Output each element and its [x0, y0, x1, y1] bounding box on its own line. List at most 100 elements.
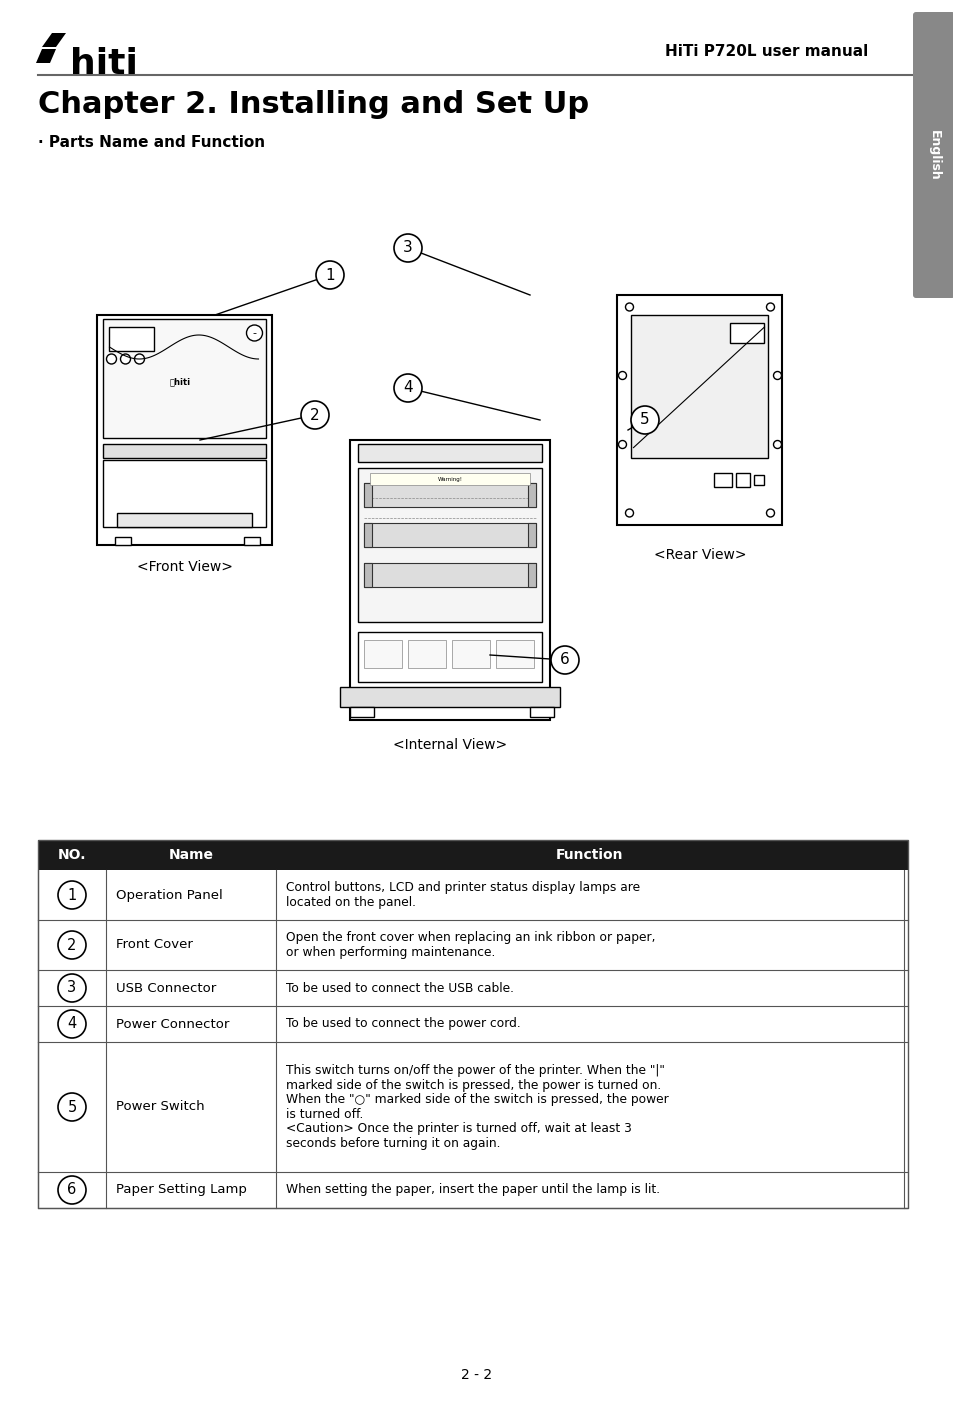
Circle shape	[246, 325, 262, 342]
Circle shape	[58, 1175, 86, 1204]
Text: hiti: hiti	[70, 46, 138, 82]
Bar	[408, 640, 446, 668]
Bar	[244, 537, 260, 546]
Bar	[364, 523, 372, 547]
Circle shape	[765, 509, 774, 517]
Bar	[530, 707, 554, 717]
Circle shape	[58, 1092, 86, 1121]
Text: 6: 6	[559, 652, 569, 668]
Bar	[730, 323, 763, 343]
Bar	[38, 1007, 907, 1042]
Bar	[38, 870, 907, 920]
Bar	[103, 460, 266, 527]
Bar	[38, 1042, 907, 1173]
Text: 4: 4	[68, 1017, 76, 1032]
Bar	[452, 640, 490, 668]
Circle shape	[551, 645, 578, 673]
Circle shape	[630, 406, 659, 434]
Bar	[496, 640, 534, 668]
Text: 1: 1	[68, 887, 76, 903]
Circle shape	[773, 371, 781, 380]
Text: or when performing maintenance.: or when performing maintenance.	[286, 946, 495, 959]
Text: Name: Name	[169, 848, 213, 862]
Text: <Rear View>: <Rear View>	[653, 548, 745, 562]
Text: 3: 3	[403, 240, 413, 256]
Text: 3: 3	[68, 980, 76, 995]
Bar	[364, 523, 536, 547]
Circle shape	[315, 262, 344, 290]
Circle shape	[58, 974, 86, 1002]
Bar	[350, 440, 550, 720]
Text: 2: 2	[68, 938, 76, 952]
Text: Power Switch: Power Switch	[116, 1101, 204, 1114]
Text: 5: 5	[639, 412, 649, 427]
Bar	[117, 513, 253, 527]
Text: English: English	[926, 129, 940, 180]
Text: NO.: NO.	[58, 848, 86, 862]
Bar	[339, 688, 559, 707]
Text: Front Cover: Front Cover	[116, 938, 193, 952]
Circle shape	[394, 374, 421, 402]
Bar	[38, 1173, 907, 1208]
Circle shape	[618, 371, 626, 380]
Bar	[527, 562, 536, 586]
Bar	[115, 537, 132, 546]
Circle shape	[58, 931, 86, 959]
Text: Power Connector: Power Connector	[116, 1018, 229, 1031]
Circle shape	[625, 509, 633, 517]
Text: Warning!: Warning!	[437, 477, 462, 481]
Bar	[617, 295, 781, 524]
Text: <Internal View>: <Internal View>	[393, 738, 507, 752]
Bar	[527, 484, 536, 508]
Circle shape	[58, 882, 86, 910]
Bar	[103, 443, 266, 457]
Text: When setting the paper, insert the paper until the lamp is lit.: When setting the paper, insert the paper…	[286, 1184, 659, 1197]
Text: To be used to connect the USB cable.: To be used to connect the USB cable.	[286, 981, 514, 994]
Text: 5: 5	[68, 1099, 76, 1115]
Text: Control buttons, LCD and printer status display lamps are: Control buttons, LCD and printer status …	[286, 882, 639, 894]
Bar	[350, 707, 374, 717]
Bar	[97, 315, 273, 546]
Circle shape	[618, 440, 626, 449]
Bar	[631, 315, 768, 457]
Text: <Front View>: <Front View>	[137, 560, 233, 574]
Polygon shape	[36, 49, 56, 63]
Circle shape	[625, 304, 633, 311]
Text: · Parts Name and Function: · Parts Name and Function	[38, 135, 265, 150]
Circle shape	[394, 233, 421, 262]
Circle shape	[765, 304, 774, 311]
Text: 6: 6	[68, 1182, 76, 1198]
Bar	[364, 484, 372, 508]
Text: HiTi P720L user manual: HiTi P720L user manual	[664, 45, 867, 59]
Text: 2: 2	[310, 408, 319, 422]
Text: USB Connector: USB Connector	[116, 981, 216, 994]
Circle shape	[120, 354, 131, 364]
Bar	[364, 562, 536, 586]
Text: seconds before turning it on again.: seconds before turning it on again.	[286, 1136, 500, 1150]
Text: Chapter 2. Installing and Set Up: Chapter 2. Installing and Set Up	[38, 90, 589, 120]
Bar	[736, 472, 750, 486]
Circle shape	[301, 401, 329, 429]
Bar	[370, 472, 530, 485]
Text: Open the front cover when replacing an ink ribbon or paper,: Open the front cover when replacing an i…	[286, 931, 655, 945]
Circle shape	[773, 440, 781, 449]
Text: 2 - 2: 2 - 2	[461, 1368, 492, 1382]
Text: marked side of the switch is pressed, the power is turned on.: marked side of the switch is pressed, th…	[286, 1078, 660, 1091]
Bar	[364, 640, 401, 668]
Text: 1: 1	[325, 267, 335, 283]
Text: Paper Setting Lamp: Paper Setting Lamp	[116, 1184, 247, 1197]
Bar	[110, 328, 154, 352]
Bar	[714, 472, 732, 486]
Bar	[38, 920, 907, 970]
Bar	[364, 484, 536, 508]
Bar	[38, 839, 907, 870]
Polygon shape	[42, 32, 66, 46]
Bar	[357, 468, 541, 621]
Bar	[364, 562, 372, 586]
Text: -: -	[253, 328, 256, 337]
Bar	[38, 970, 907, 1007]
Text: Function: Function	[556, 848, 623, 862]
Bar	[357, 444, 541, 463]
FancyBboxPatch shape	[912, 13, 953, 298]
Circle shape	[58, 1010, 86, 1038]
